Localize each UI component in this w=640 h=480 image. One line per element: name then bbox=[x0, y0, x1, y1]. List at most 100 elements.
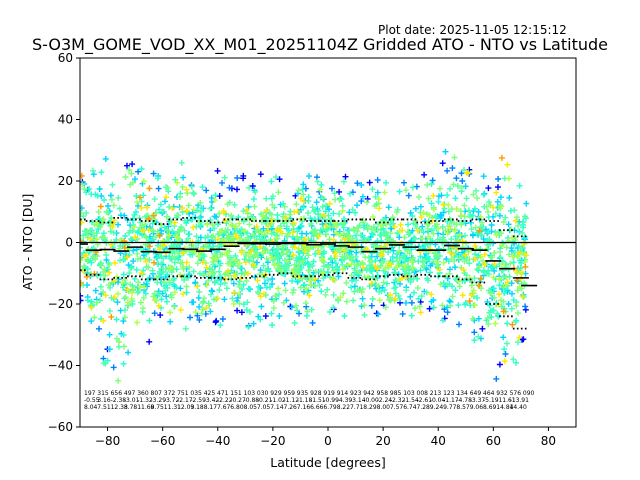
stat-label-row2: 8.78 bbox=[124, 404, 138, 411]
stat-label-row0: 807 bbox=[151, 390, 163, 397]
stat-label-row2: 12.33 bbox=[111, 404, 128, 411]
stat-label-row1: -0.00 bbox=[363, 397, 379, 404]
stat-label-row0: 372 bbox=[164, 390, 176, 397]
stat-label-row2: 7.28 bbox=[417, 404, 431, 411]
x-tick-label: −60 bbox=[150, 434, 175, 448]
stat-label-row1: -2.61 bbox=[417, 397, 433, 404]
y-tick-label: −20 bbox=[48, 297, 73, 311]
stat-label-row1: -3.72 bbox=[164, 397, 180, 404]
stat-label-row0: 958 bbox=[377, 390, 389, 397]
stat-label-row2: 14.84 bbox=[496, 404, 513, 411]
x-axis-label: Latitude [degrees] bbox=[270, 455, 386, 470]
stat-label-row0: 932 bbox=[496, 390, 508, 397]
stat-label-row0: 919 bbox=[323, 390, 335, 397]
stat-label-row2: 7.51 bbox=[97, 404, 111, 411]
stat-label-row2: 8.22 bbox=[337, 404, 351, 411]
stat-label-row1: -0.99 bbox=[323, 397, 339, 404]
stat-label-row1: -3.01 bbox=[124, 397, 140, 404]
y-tick-label: 20 bbox=[58, 174, 73, 188]
stat-label-row2: 11.31 bbox=[164, 404, 181, 411]
stat-label-row1: -3.29 bbox=[151, 397, 167, 404]
stat-label-row1: -2.17 bbox=[177, 397, 193, 404]
stat-label-row0: 656 bbox=[111, 390, 123, 397]
stat-label-row0: 576 bbox=[510, 390, 522, 397]
x-tick-label: 80 bbox=[541, 434, 556, 448]
stat-label-row1: -5.19 bbox=[483, 397, 499, 404]
stat-label-row1: -0.21 bbox=[257, 397, 273, 404]
stat-label-row1: -3.37 bbox=[470, 397, 486, 404]
stat-label-row0: 497 bbox=[124, 390, 136, 397]
stat-label-row1: -1.17 bbox=[443, 397, 459, 404]
stat-label-row2: 8.04 bbox=[84, 404, 98, 411]
stat-label-row0: 942 bbox=[363, 390, 375, 397]
stat-label-row2: 14.40 bbox=[510, 404, 527, 411]
stat-label-row0: 090 bbox=[523, 390, 535, 397]
stat-label-row2: 6.66 bbox=[310, 404, 324, 411]
stat-label-row0: 103 bbox=[403, 390, 415, 397]
stat-label-row2: 9.06 bbox=[470, 404, 484, 411]
stat-label-row2: 6.80 bbox=[230, 404, 244, 411]
stat-label-row2: 12.03 bbox=[177, 404, 194, 411]
stat-label-row1: -1.12 bbox=[284, 397, 300, 404]
stat-label-row1: -4.39 bbox=[337, 397, 353, 404]
y-tick-label: 60 bbox=[58, 51, 73, 65]
stat-label-row1: -3.42 bbox=[204, 397, 220, 404]
stat-label-row0: 134 bbox=[456, 390, 468, 397]
chart-title: S-O3M_GOME_VOD_XX_M01_20251104Z Gridded … bbox=[31, 35, 608, 54]
stat-label-row2: 7.14 bbox=[270, 404, 284, 411]
stat-label-row0: 315 bbox=[97, 390, 109, 397]
stat-label-row0: 923 bbox=[350, 390, 362, 397]
stat-label-row2: 6.79 bbox=[323, 404, 337, 411]
x-tick-label: 60 bbox=[486, 434, 501, 448]
stat-label-row1: -2.38 bbox=[111, 397, 127, 404]
stat-label-row1: -3.14 bbox=[350, 397, 366, 404]
stat-label-row2: 6.74 bbox=[403, 404, 417, 411]
stat-label-row0: 649 bbox=[470, 390, 482, 397]
stat-label-row0: 151 bbox=[230, 390, 242, 397]
stat-label-row1: -0.88 bbox=[244, 397, 260, 404]
stat-label-row1: 3.16 bbox=[97, 397, 111, 404]
stat-label-row1: -1.54 bbox=[403, 397, 419, 404]
x-tick-label: −20 bbox=[260, 434, 285, 448]
y-tick-label: −40 bbox=[48, 359, 73, 373]
scatter-layer bbox=[80, 148, 530, 384]
y-tick-label: 0 bbox=[65, 236, 73, 250]
stat-label-row1: -2.32 bbox=[390, 397, 406, 404]
stat-label-row0: 123 bbox=[443, 390, 455, 397]
stat-label-row1: -1.02 bbox=[270, 397, 286, 404]
x-tick-label: 0 bbox=[324, 434, 332, 448]
stats-layer: 197 315 656 497 360 807 372 751 035 425 471 151 103 0… bbox=[84, 390, 535, 411]
stat-label-row2: 7.26 bbox=[284, 404, 298, 411]
stat-label-row1: -0.55 bbox=[84, 397, 100, 404]
stat-label-row2: 8.69 bbox=[483, 404, 497, 411]
stat-label-row0: 425 bbox=[204, 390, 216, 397]
stat-label-row1: -13.91 bbox=[510, 397, 530, 404]
stat-label-row0: 914 bbox=[337, 390, 349, 397]
stat-label-row2: 8.00 bbox=[377, 404, 391, 411]
stat-label-row0: 360 bbox=[137, 390, 149, 397]
stat-label-row2: 8.29 bbox=[363, 404, 377, 411]
stat-label-row0: 928 bbox=[310, 390, 322, 397]
stat-label-row2: 8.17 bbox=[204, 404, 218, 411]
stat-label-row1: -11.61 bbox=[496, 397, 516, 404]
stat-label-row0: 929 bbox=[270, 390, 282, 397]
stat-label-row2: 9.24 bbox=[430, 404, 444, 411]
y-tick-label: 40 bbox=[58, 113, 73, 127]
stat-label-row2: 9.18 bbox=[190, 404, 204, 411]
stat-label-row0: 035 bbox=[190, 390, 202, 397]
stat-label-row1: -2.24 bbox=[377, 397, 393, 404]
stat-label-row2: 9.75 bbox=[151, 404, 165, 411]
axes-layer: −80 −60 −40 −20 0 20 40 60 80 −60 −40 −20 0 20 40 60 bbox=[48, 51, 556, 448]
stat-label-row0: 008 bbox=[417, 390, 429, 397]
stat-label-row0: 985 bbox=[390, 390, 402, 397]
stat-label-row0: 103 bbox=[244, 390, 256, 397]
stat-label-row0: 471 bbox=[217, 390, 229, 397]
stat-label-row0: 197 bbox=[84, 390, 96, 397]
x-tick-label: 20 bbox=[375, 434, 390, 448]
stat-label-row0: 213 bbox=[430, 390, 442, 397]
stat-label-row2: 11.68 bbox=[137, 404, 154, 411]
stat-label-row1: -4.78 bbox=[456, 397, 472, 404]
x-tick-label: −80 bbox=[95, 434, 120, 448]
stat-label-row0: 464 bbox=[483, 390, 495, 397]
